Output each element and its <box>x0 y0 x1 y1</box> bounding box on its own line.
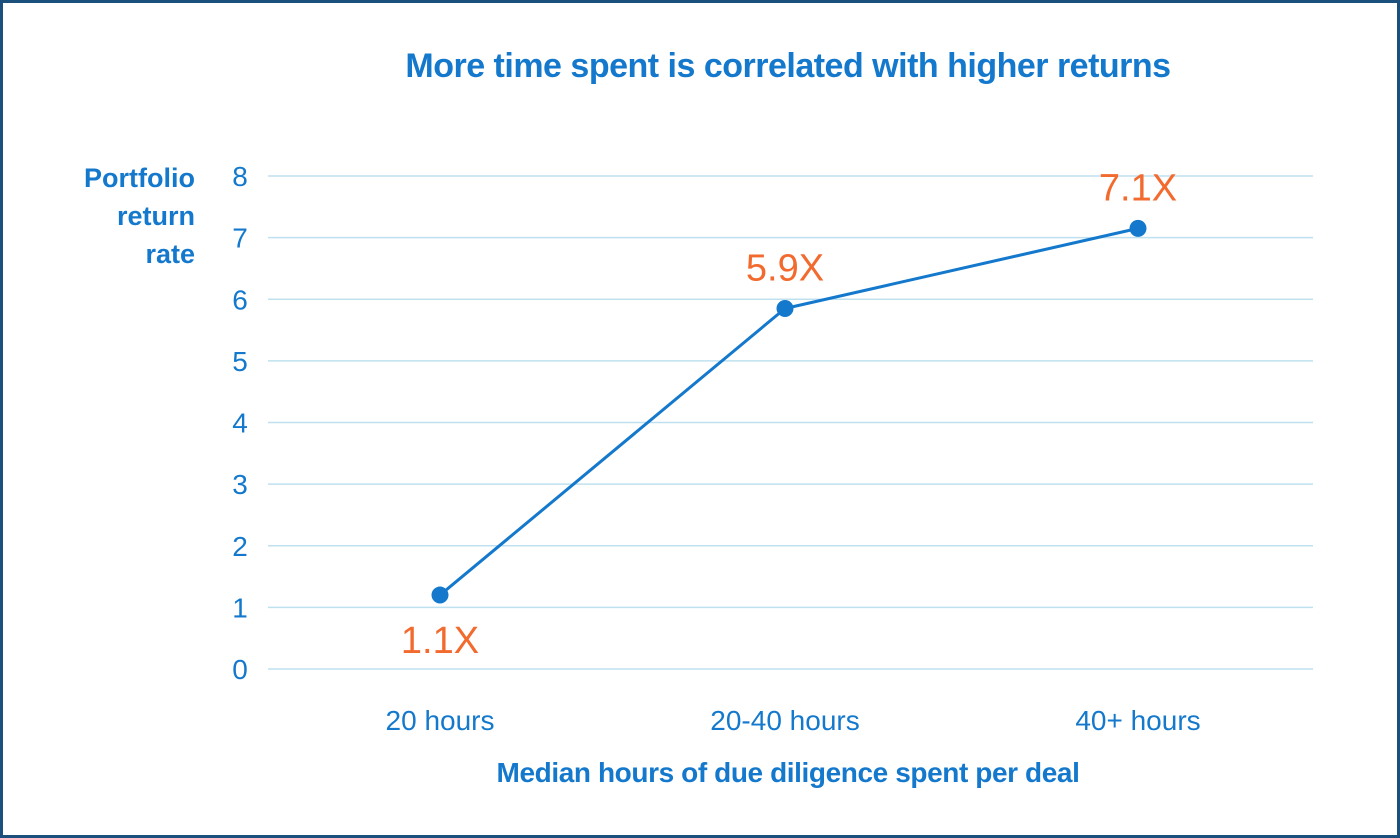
x-axis-label: Median hours of due diligence spent per … <box>496 757 1080 788</box>
data-label: 1.1X <box>401 620 479 662</box>
data-label: 7.1X <box>1099 167 1177 209</box>
y-tick-label: 2 <box>232 531 248 562</box>
x-tick-label: 20 hours <box>386 705 495 736</box>
chart-title: More time spent is correlated with highe… <box>405 47 1171 85</box>
data-label: 5.9X <box>746 247 824 289</box>
x-tick-label: 20-40 hours <box>710 705 859 736</box>
y-axis-label-line: rate <box>145 239 195 269</box>
data-point <box>776 299 794 317</box>
line-chart: 0 1 2 3 4 5 6 7 8 20 hours 20-40 hours 40+ hours 1.1… <box>232 161 1313 736</box>
y-tick-label: 8 <box>232 161 248 192</box>
y-tick-label: 0 <box>232 654 248 685</box>
y-axis-label-line: return <box>116 201 195 231</box>
y-tick-label: 1 <box>232 592 248 623</box>
y-tick-label: 6 <box>232 284 248 315</box>
y-tick-label: 4 <box>232 408 248 439</box>
y-axis-label-line: Portfolio <box>84 163 195 193</box>
data-point <box>1129 219 1147 237</box>
y-axis-label: Portfolio return rate <box>43 159 195 273</box>
y-tick-label: 3 <box>232 469 248 500</box>
data-point <box>431 586 449 604</box>
x-tick-label: 40+ hours <box>1075 705 1200 736</box>
y-tick-label: 7 <box>232 223 248 254</box>
y-tick-label: 5 <box>232 346 248 377</box>
